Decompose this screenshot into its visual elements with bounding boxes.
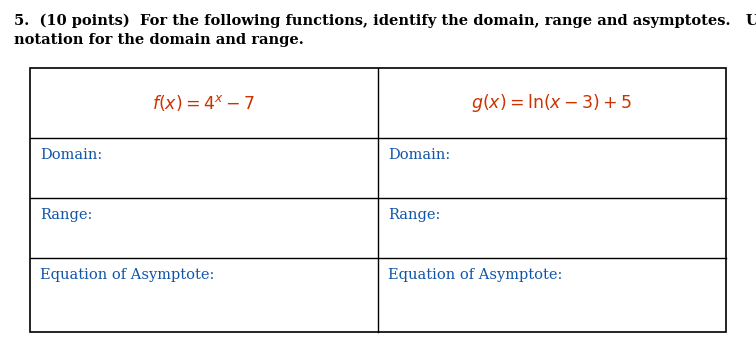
Text: Domain:: Domain: [388,148,451,162]
Text: 5.  (10 points)  For the following functions, identify the domain, range and asy: 5. (10 points) For the following functio… [14,14,756,29]
Text: $f(x) = 4^{x} - 7$: $f(x) = 4^{x} - 7$ [153,93,256,113]
Bar [30,68,726,332]
Text: notation for the domain and range.: notation for the domain and range. [14,33,304,47]
Text: $g(x) = \ln(x - 3) + 5$: $g(x) = \ln(x - 3) + 5$ [472,92,633,114]
Text: Equation of Asymptote:: Equation of Asymptote: [388,268,562,282]
Text: Domain:: Domain: [40,148,102,162]
Text: Range:: Range: [40,208,92,222]
Text: Equation of Asymptote:: Equation of Asymptote: [40,268,215,282]
Text: Range:: Range: [388,208,441,222]
